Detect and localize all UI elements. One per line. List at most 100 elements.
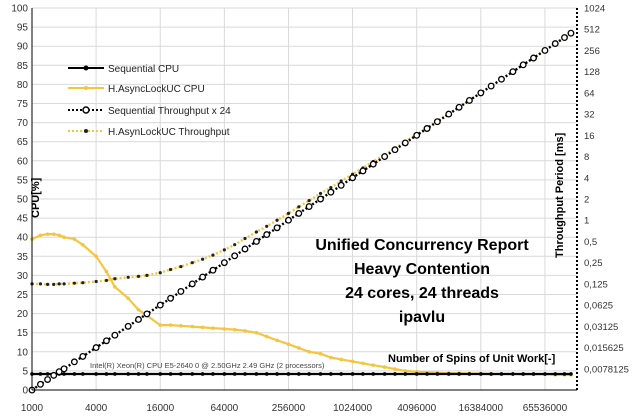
y2-tick-label: 1024 bbox=[584, 4, 605, 15]
data-point bbox=[307, 372, 311, 376]
data-point bbox=[179, 372, 183, 376]
data-point bbox=[531, 372, 536, 376]
data-point bbox=[543, 372, 547, 376]
legend-label: H.AsyncLockUC CPU bbox=[108, 84, 205, 95]
data-point bbox=[199, 273, 207, 281]
data-point bbox=[94, 279, 98, 284]
data-point bbox=[433, 118, 441, 126]
y-tick-label: 35 bbox=[17, 252, 29, 263]
y-tick-label: 40 bbox=[17, 233, 29, 244]
y-tick-label: 20 bbox=[17, 309, 29, 320]
data-point bbox=[264, 334, 269, 339]
data-point bbox=[318, 351, 323, 356]
data-point bbox=[391, 146, 399, 154]
data-point bbox=[211, 326, 215, 330]
y2-tick-label: 4 bbox=[584, 173, 589, 184]
data-point bbox=[359, 167, 367, 175]
y2-tick-label: 256 bbox=[584, 46, 600, 57]
data-point bbox=[371, 363, 376, 367]
x-axis-title: Number of Spins of Unit Work[-] bbox=[388, 353, 556, 365]
data-point bbox=[350, 372, 355, 376]
data-point bbox=[113, 372, 117, 376]
data-point bbox=[337, 181, 345, 189]
data-point bbox=[111, 331, 119, 339]
legend-label: Sequential Throughput x 24 bbox=[108, 106, 231, 117]
data-point bbox=[222, 327, 227, 331]
data-point bbox=[62, 372, 66, 376]
data-point bbox=[371, 372, 376, 376]
y-tick-label: 65 bbox=[17, 137, 29, 148]
data-point bbox=[307, 350, 311, 354]
data-point bbox=[126, 275, 130, 279]
data-point bbox=[369, 160, 377, 168]
data-point bbox=[201, 257, 205, 261]
series-sequential-throughput-x-24 bbox=[28, 29, 575, 394]
data-point bbox=[519, 61, 527, 69]
x-tick-label: 16384000 bbox=[459, 403, 504, 414]
data-point bbox=[511, 372, 515, 376]
data-point bbox=[562, 372, 567, 376]
data-point bbox=[167, 294, 175, 302]
data-point bbox=[168, 267, 173, 272]
data-point bbox=[414, 372, 419, 376]
y-tick-label: 100 bbox=[11, 4, 28, 15]
data-point bbox=[52, 282, 56, 286]
y-tick-label: 85 bbox=[17, 61, 29, 72]
data-point bbox=[457, 372, 461, 376]
y2-tick-label: 512 bbox=[584, 25, 600, 36]
y-tick-label: 25 bbox=[17, 290, 29, 301]
x-tick-label: 256000 bbox=[272, 403, 306, 414]
data-point bbox=[318, 191, 323, 196]
data-point bbox=[561, 34, 568, 42]
legend-item-sequential-throughput: Sequential Throughput x 24 bbox=[68, 106, 231, 117]
y-tick-label: 60 bbox=[17, 156, 29, 167]
data-point bbox=[393, 367, 397, 371]
y2-tick-label: 0,0625 bbox=[584, 301, 613, 312]
data-point bbox=[55, 368, 63, 376]
y-axis-title: CPU[%] bbox=[30, 177, 42, 218]
data-point bbox=[297, 205, 301, 209]
series-layer bbox=[28, 29, 575, 394]
data-point bbox=[265, 224, 269, 228]
y2-tick-label: 1 bbox=[584, 216, 589, 227]
data-point bbox=[243, 236, 247, 241]
tick-labels: 0510152025303540455055606570758085909510… bbox=[11, 4, 629, 415]
data-point bbox=[403, 369, 408, 373]
data-point bbox=[92, 344, 100, 352]
y2-tick-label: 2 bbox=[584, 195, 589, 206]
y-tick-label: 80 bbox=[17, 80, 29, 91]
y-tick-label: 5 bbox=[22, 366, 28, 377]
data-point bbox=[143, 310, 151, 318]
data-point bbox=[94, 254, 98, 259]
data-point bbox=[445, 110, 453, 118]
legend-item-hasync-cpu: H.AsyncLockUC CPU bbox=[68, 84, 205, 95]
data-point bbox=[455, 103, 463, 111]
data-point bbox=[393, 372, 397, 376]
data-point bbox=[81, 281, 85, 285]
data-point bbox=[136, 274, 141, 278]
data-point bbox=[339, 357, 343, 362]
axes bbox=[31, 8, 578, 391]
data-point bbox=[435, 372, 440, 376]
data-point bbox=[104, 278, 109, 283]
data-point bbox=[264, 372, 269, 376]
data-point bbox=[413, 131, 421, 139]
data-point bbox=[329, 372, 333, 376]
data-point bbox=[295, 209, 303, 217]
data-point bbox=[190, 372, 195, 376]
x-tick-label: 65536000 bbox=[523, 403, 568, 414]
data-point bbox=[487, 82, 495, 90]
y-tick-label: 55 bbox=[17, 175, 29, 186]
data-point bbox=[50, 371, 58, 379]
data-point bbox=[569, 372, 573, 376]
report-author: ipavlu bbox=[399, 309, 445, 326]
data-point bbox=[62, 235, 66, 239]
x-tick-label: 4096000 bbox=[397, 403, 436, 414]
y2-tick-label: 0,5 bbox=[584, 237, 597, 248]
x-tick-label: 64000 bbox=[210, 403, 238, 414]
data-point bbox=[243, 372, 247, 376]
y-tick-label: 70 bbox=[17, 118, 29, 129]
data-point bbox=[156, 301, 164, 309]
data-point bbox=[521, 372, 526, 376]
